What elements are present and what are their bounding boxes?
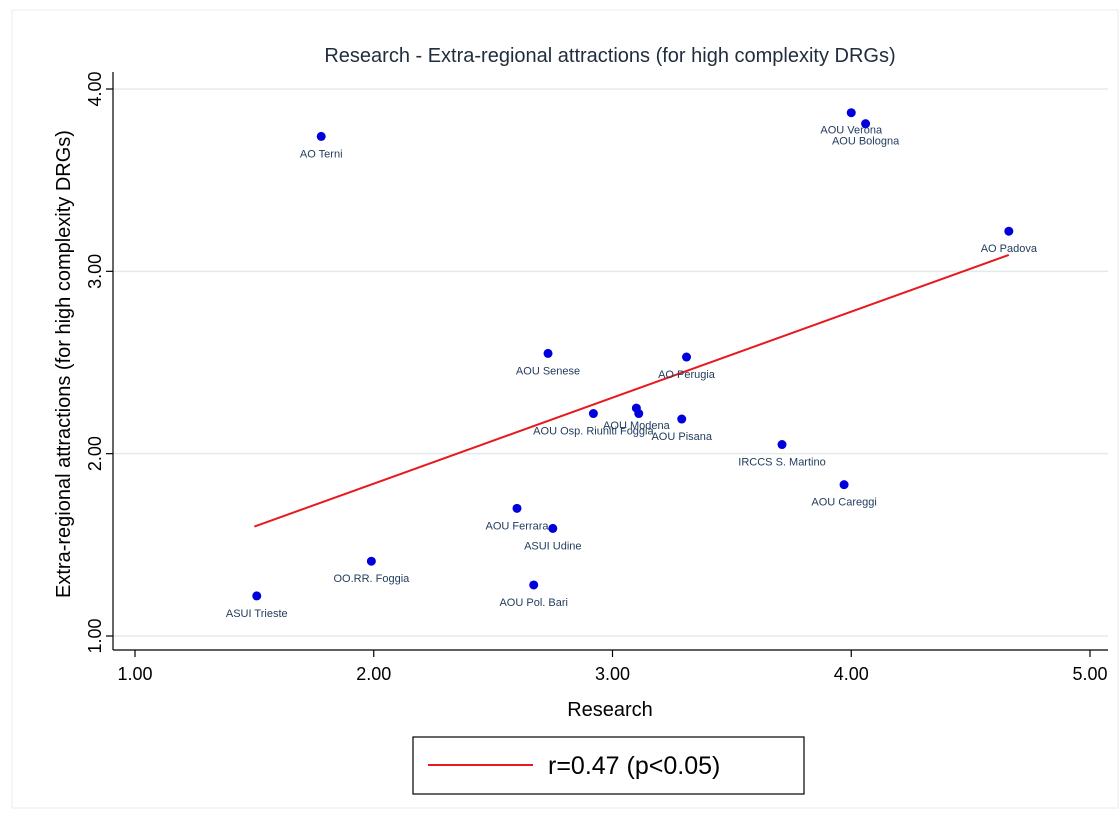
point-label: AOU Pol. Bari [499,597,567,609]
axes [112,72,1108,651]
data-point [777,440,787,450]
data-point [512,503,522,513]
data-point [682,352,692,362]
regression-line [254,253,1010,528]
data-point [846,108,856,118]
y-tick-label: 2.00 [85,436,105,471]
point-label: AOU Senese [516,365,580,377]
point-label: AO Perugia [658,369,716,381]
x-tick-label: 3.00 [595,664,630,684]
data-point [543,348,553,358]
x-tick-label: 1.00 [117,664,152,684]
point-label: ASUI Udine [524,540,581,552]
point-label: AOU Careggi [811,497,876,509]
data-point [316,131,326,141]
y-tick-label: 1.00 [85,618,105,653]
data-point [861,119,871,129]
data-point [839,480,849,490]
data-point [529,580,539,590]
chart-title: Research - Extra-regional attractions (f… [324,45,895,67]
x-tick-label: 2.00 [356,664,391,684]
chart-background [11,9,1119,809]
x-tick-label: 4.00 [834,664,869,684]
x-axis-label: Research [567,699,653,721]
point-label: AOU Osp. Riuniti Foggia [533,426,654,438]
data-point [548,523,558,533]
legend: r=0.47 (p<0.05) [412,736,805,795]
point-label: AOU Ferrara [486,520,550,532]
point-label: AO Padova [981,243,1038,255]
x-ticks: 1.00 2.00 3.00 4.00 5.00 [117,650,1108,684]
y-axis-label: Extra-regional attractions (for high com… [53,130,75,598]
data-point [677,414,687,424]
point-label: AOU Modena [603,420,671,432]
legend-label: r=0.47 (p<0.05) [548,752,720,780]
data-point [366,556,376,566]
y-tick-label: 3.00 [85,254,105,289]
y-tick-label: 4.00 [85,71,105,106]
fit-line-group [254,253,1010,528]
data-point [1004,226,1014,236]
point-label: OO.RR. Foggia [333,573,410,585]
data-point [252,591,262,601]
data-point [588,409,598,419]
gridlines [113,88,1108,637]
data-point [634,409,644,419]
point-label: IRCCS S. Martino [738,457,825,469]
point-label: AOU Bologna [832,136,900,148]
x-tick-label: 5.00 [1072,664,1107,684]
point-label: ASUI Trieste [226,608,288,620]
point-label: AO Terni [300,148,343,160]
y-ticks: 1.00 2.00 3.00 4.00 [85,71,113,654]
point-label: AOU Pisana [651,431,712,443]
